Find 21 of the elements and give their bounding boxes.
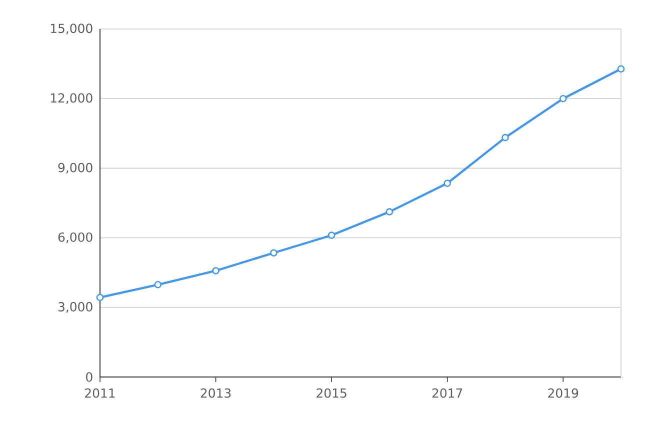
- x-tick-label: 2011: [85, 388, 115, 398]
- y-tick-label: 12,000: [50, 93, 92, 104]
- point: [502, 134, 509, 142]
- y-tick-label: 6,000: [58, 232, 92, 244]
- y-tick-label: 3,000: [58, 302, 92, 313]
- x-tick-label: 2019: [548, 388, 578, 398]
- point: [386, 208, 394, 216]
- point: [96, 294, 104, 302]
- point: [444, 180, 451, 187]
- x-tick-label: 2013: [200, 388, 231, 398]
- point: [270, 249, 278, 257]
- x-tick-label: 2015: [316, 388, 346, 398]
- y-tick-label: 15,000: [50, 24, 92, 34]
- point: [617, 65, 625, 73]
- x-tick-label: 2017: [432, 388, 462, 398]
- point: [328, 232, 336, 239]
- y-tick-label: 9,000: [58, 162, 92, 174]
- point: [212, 267, 220, 274]
- y-tick-label: 0: [86, 372, 92, 382]
- point: [154, 281, 162, 288]
- point: [559, 94, 567, 102]
